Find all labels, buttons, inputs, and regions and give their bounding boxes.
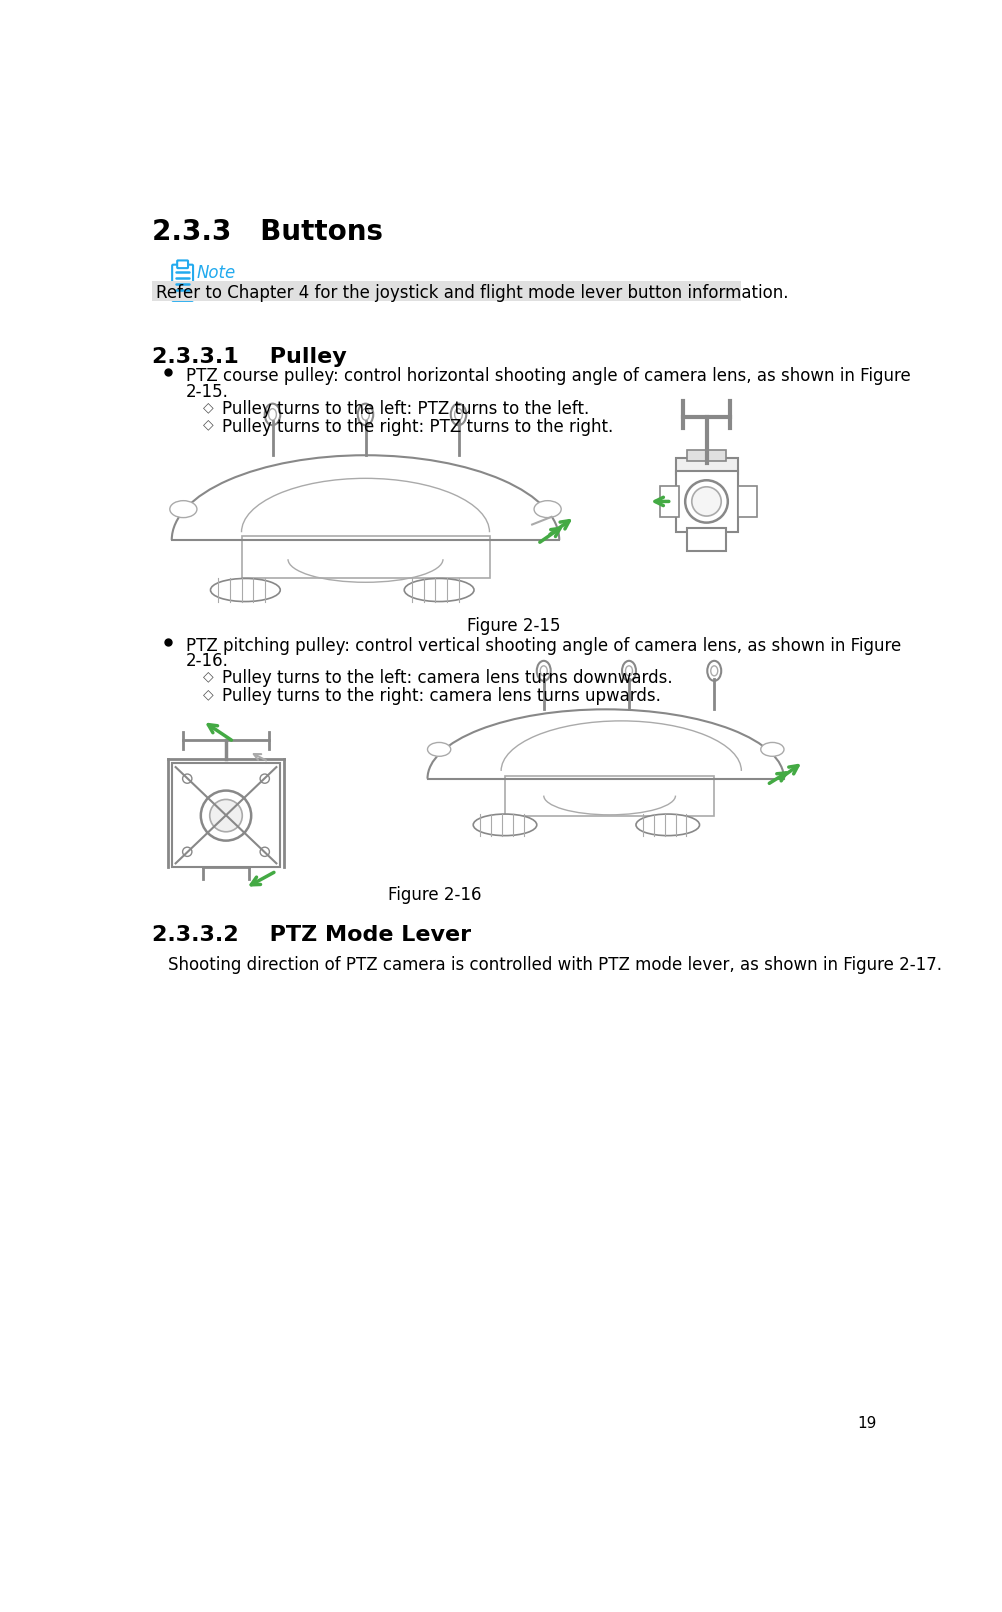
Bar: [737, 487, 757, 517]
Ellipse shape: [200, 790, 252, 840]
Text: 19: 19: [858, 1417, 877, 1431]
Ellipse shape: [685, 480, 727, 522]
Text: 2-16.: 2-16.: [185, 653, 228, 671]
Bar: [505, 775, 714, 816]
Ellipse shape: [534, 501, 561, 517]
Bar: [241, 537, 490, 579]
Ellipse shape: [182, 774, 192, 783]
Text: PTZ course pulley: control horizontal shooting angle of camera lens, as shown in: PTZ course pulley: control horizontal sh…: [185, 368, 911, 385]
FancyBboxPatch shape: [172, 264, 193, 301]
Text: 2.3.3.2    PTZ Mode Lever: 2.3.3.2 PTZ Mode Lever: [152, 925, 472, 945]
Bar: [675, 471, 737, 532]
Ellipse shape: [362, 409, 370, 421]
Ellipse shape: [540, 666, 547, 675]
Text: Pulley turns to the right: camera lens turns upwards.: Pulley turns to the right: camera lens t…: [222, 687, 661, 704]
Ellipse shape: [451, 403, 466, 426]
Text: Figure 2-15: Figure 2-15: [467, 617, 560, 635]
FancyBboxPatch shape: [177, 261, 188, 268]
Text: 2.3.3.1    Pulley: 2.3.3.1 Pulley: [152, 348, 347, 368]
Text: ◇: ◇: [202, 418, 213, 432]
Ellipse shape: [404, 579, 474, 601]
Ellipse shape: [537, 661, 551, 680]
Text: 2-15.: 2-15.: [185, 384, 228, 401]
Text: ◇: ◇: [202, 687, 213, 701]
Text: PTZ pitching pulley: control vertical shooting angle of camera lens, as shown in: PTZ pitching pulley: control vertical sh…: [185, 637, 901, 654]
Ellipse shape: [265, 403, 281, 426]
Bar: [687, 450, 725, 461]
Ellipse shape: [209, 800, 242, 832]
Ellipse shape: [261, 848, 270, 856]
Text: ◇: ◇: [202, 669, 213, 683]
Bar: [152, 280, 741, 301]
Text: Shooting direction of PTZ camera is controlled with PTZ mode lever, as shown in : Shooting direction of PTZ camera is cont…: [168, 956, 942, 974]
Text: Note: Note: [196, 264, 235, 282]
Ellipse shape: [710, 666, 717, 675]
Ellipse shape: [261, 774, 270, 783]
Ellipse shape: [761, 743, 784, 756]
Ellipse shape: [473, 814, 537, 835]
Bar: [675, 458, 737, 474]
Ellipse shape: [428, 743, 451, 756]
Ellipse shape: [636, 814, 699, 835]
Text: Pulley turns to the right: PTZ turns to the right.: Pulley turns to the right: PTZ turns to …: [222, 418, 613, 435]
Ellipse shape: [622, 661, 636, 680]
Ellipse shape: [269, 409, 277, 421]
Ellipse shape: [169, 501, 197, 517]
Bar: [687, 529, 725, 551]
Ellipse shape: [358, 403, 374, 426]
Text: Pulley turns to the left: PTZ turns to the left.: Pulley turns to the left: PTZ turns to t…: [222, 400, 589, 418]
Text: Refer to Chapter 4 for the joystick and flight mode lever button information.: Refer to Chapter 4 for the joystick and …: [156, 284, 789, 303]
Ellipse shape: [625, 666, 632, 675]
Bar: [171, 762, 281, 867]
Text: Pulley turns to the left: camera lens turns downwards.: Pulley turns to the left: camera lens tu…: [222, 669, 672, 687]
Bar: [660, 487, 679, 517]
Ellipse shape: [182, 848, 192, 856]
Ellipse shape: [210, 579, 281, 601]
Ellipse shape: [691, 487, 721, 516]
Ellipse shape: [707, 661, 721, 680]
Text: 2.3.3   Buttons: 2.3.3 Buttons: [152, 218, 384, 247]
Ellipse shape: [455, 409, 462, 421]
Text: ◇: ◇: [202, 400, 213, 414]
Text: Figure 2-16: Figure 2-16: [389, 887, 482, 904]
